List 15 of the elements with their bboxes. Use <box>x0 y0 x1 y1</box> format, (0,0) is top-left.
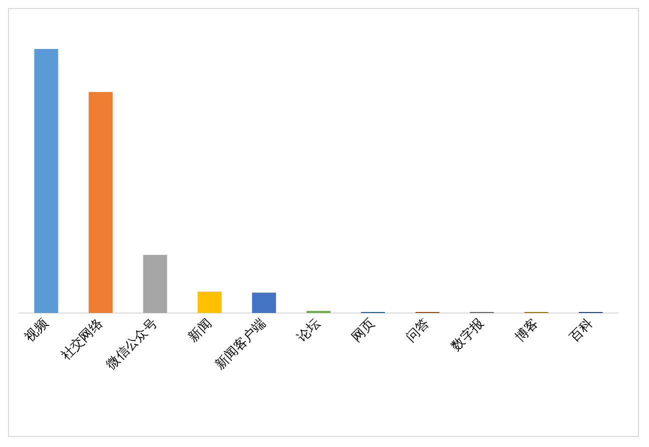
bar <box>88 92 113 314</box>
x-tick-label: 百科 <box>566 316 596 346</box>
bar <box>198 292 222 314</box>
x-tick-label: 论坛 <box>294 316 324 346</box>
x-tick-label: 微信公众号 <box>104 316 160 373</box>
bar <box>252 292 276 314</box>
x-tick-label: 网页 <box>349 316 378 346</box>
bar <box>34 49 58 314</box>
x-tick-label: 问答 <box>404 316 433 346</box>
x-tick-label: 博客 <box>512 315 542 346</box>
x-tick-label: 数字报 <box>448 315 488 354</box>
x-tick-label: 视频 <box>22 316 52 346</box>
bar <box>143 254 168 314</box>
bar <box>306 310 330 314</box>
x-tick-label: 社交网络 <box>58 315 106 364</box>
